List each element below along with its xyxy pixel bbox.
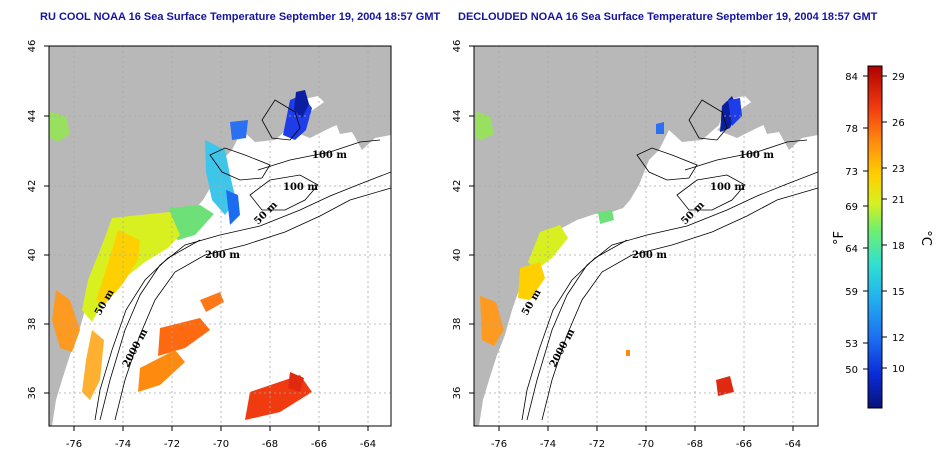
colorbar-f-label: 53 bbox=[845, 339, 858, 350]
colorbar-c-label: 15 bbox=[892, 287, 905, 298]
contour-label-left-4: 200 m bbox=[205, 250, 240, 261]
sst-patches-left bbox=[50, 90, 312, 420]
lon-label-left: -70 bbox=[213, 439, 229, 450]
right-map-title: DECLOUDED NOAA 16 Sea Surface Temperatur… bbox=[458, 11, 878, 23]
colorbar-c-label: 12 bbox=[892, 333, 905, 344]
lon-label-left: -76 bbox=[66, 439, 82, 450]
frame-left bbox=[48, 45, 392, 427]
ticks-right bbox=[469, 45, 794, 431]
lat-label-left: 46 bbox=[27, 40, 38, 53]
colorbar: 84 78 73 69 64 59 53 50 29 26 23 21 18 1… bbox=[832, 65, 933, 409]
lon-label-right: -70 bbox=[638, 439, 654, 450]
lat-label-right: 46 bbox=[452, 40, 463, 53]
lat-label-right: 36 bbox=[452, 387, 463, 400]
lat-label-left: 38 bbox=[27, 318, 38, 331]
colorbar-f-label: 64 bbox=[845, 244, 858, 255]
colorbar-c-label: 23 bbox=[892, 164, 905, 175]
lon-label-right: -74 bbox=[540, 439, 556, 450]
contour-label-left-2: 100 m bbox=[283, 182, 318, 193]
right-map-panel: 100 m 100 m 50 m 200 m 50 m 2000 m -76 -… bbox=[452, 40, 819, 450]
colorbar-f-label: 84 bbox=[845, 72, 858, 83]
lat-label-right: 38 bbox=[452, 318, 463, 331]
colorbar-f-label: 78 bbox=[845, 124, 858, 135]
contour-label-left-1: 100 m bbox=[312, 150, 347, 161]
colorbar-c-label: 29 bbox=[892, 72, 905, 83]
left-map-title: RU COOL NOAA 16 Sea Surface Temperature … bbox=[40, 11, 441, 23]
grid-left bbox=[49, 46, 391, 426]
colorbar-f-label: 69 bbox=[845, 202, 858, 213]
lon-label-right: -68 bbox=[687, 439, 703, 450]
contour-label-right-2: 100 m bbox=[710, 182, 745, 193]
lat-label-right: 44 bbox=[452, 110, 463, 123]
colorbar-c-label: 21 bbox=[892, 195, 905, 206]
contour-label-right-4: 200 m bbox=[632, 250, 667, 261]
grid-right bbox=[474, 46, 818, 426]
lon-label-left: -74 bbox=[115, 439, 131, 450]
lon-label-left: -64 bbox=[360, 439, 376, 450]
lon-label-right: -66 bbox=[736, 439, 752, 450]
colorbar-c-label: 18 bbox=[892, 241, 905, 252]
colorbar-f-label: 59 bbox=[845, 287, 858, 298]
lat-label-left: 36 bbox=[27, 387, 38, 400]
ticks-left bbox=[44, 45, 369, 431]
lon-label-right: -64 bbox=[785, 439, 801, 450]
colorbar-unit-f: °F bbox=[832, 231, 847, 245]
contours-right bbox=[521, 99, 818, 421]
lon-label-left: -66 bbox=[311, 439, 327, 450]
colorbar-c-label: 26 bbox=[892, 118, 905, 129]
lat-label-left: 42 bbox=[27, 180, 38, 193]
colorbar-scale bbox=[867, 65, 883, 409]
lon-label-left: -72 bbox=[164, 439, 180, 450]
lon-label-right: -76 bbox=[491, 439, 507, 450]
lon-label-right: -72 bbox=[589, 439, 605, 450]
land-nova-scotia-left bbox=[290, 70, 391, 138]
colorbar-f-label: 73 bbox=[845, 167, 858, 178]
lon-label-left: -68 bbox=[262, 439, 278, 450]
lat-label-left: 40 bbox=[27, 249, 38, 262]
land-left bbox=[49, 46, 391, 426]
colorbar-f-label: 50 bbox=[845, 365, 858, 376]
left-map-panel: 100 m 100 m 50 m 200 m 50 m 2000 m -76 -… bbox=[27, 40, 392, 450]
lat-label-right: 40 bbox=[452, 249, 463, 262]
land-right bbox=[474, 46, 818, 426]
contour-label-right-1: 100 m bbox=[739, 150, 774, 161]
colorbar-ticks bbox=[863, 75, 887, 370]
lat-label-right: 42 bbox=[452, 180, 463, 193]
lat-label-left: 44 bbox=[27, 110, 38, 123]
colorbar-unit-c: °C bbox=[918, 230, 933, 246]
colorbar-c-label: 10 bbox=[892, 364, 905, 375]
contours-left bbox=[94, 99, 391, 421]
